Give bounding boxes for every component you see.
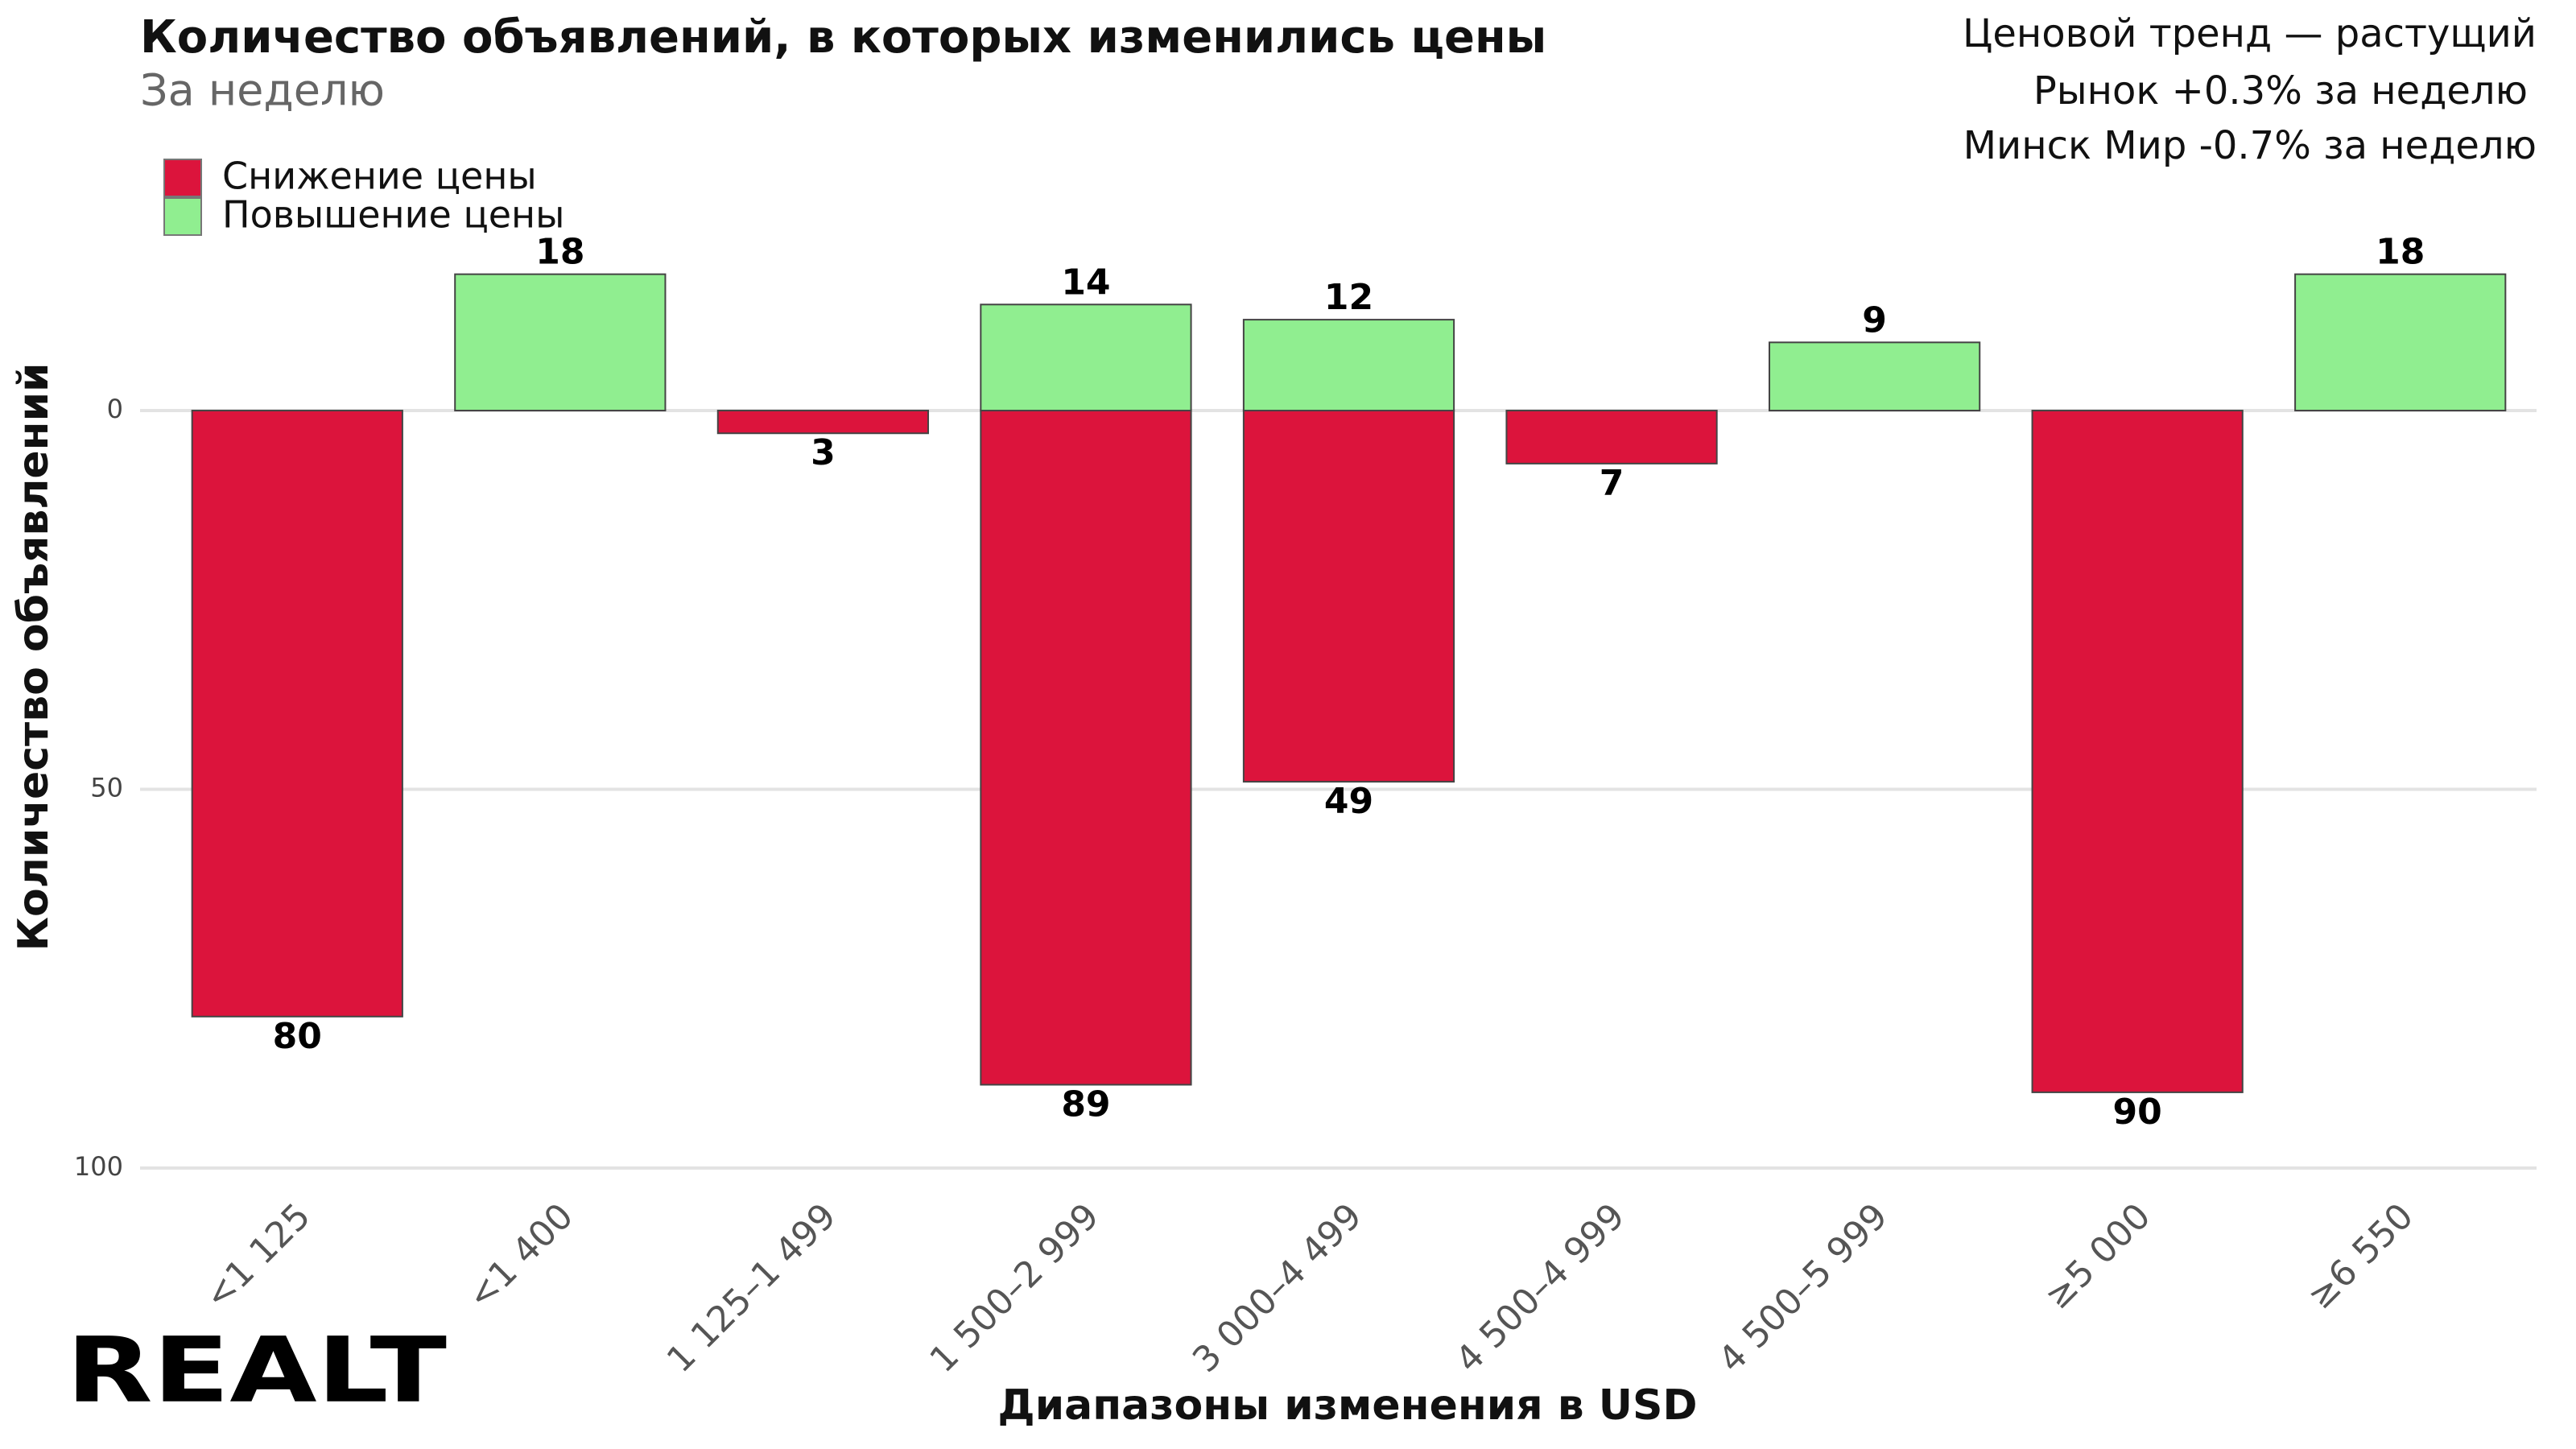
legend-label: Снижение цены xyxy=(222,155,537,198)
data-label: 12 xyxy=(1324,277,1373,318)
legend-label: Повышение цены xyxy=(222,193,564,237)
data-label: 18 xyxy=(535,232,584,273)
y-tick-label: 100 xyxy=(74,1151,123,1182)
bar xyxy=(980,410,1192,1086)
bar xyxy=(1505,410,1718,464)
bar xyxy=(1242,410,1455,783)
data-label: 9 xyxy=(1862,299,1887,341)
bar xyxy=(2031,410,2244,1093)
data-label: 89 xyxy=(1061,1084,1110,1125)
legend-swatch xyxy=(163,197,202,236)
x-axis-title: Диапазоны изменения в USD xyxy=(997,1381,1697,1430)
data-label: 7 xyxy=(1600,463,1624,504)
y-tick-label: 0 xyxy=(107,394,123,424)
annotation: Ценовой тренд — растущий xyxy=(1963,11,2537,56)
data-label: 49 xyxy=(1324,781,1373,822)
data-label: 90 xyxy=(2113,1092,2162,1133)
y-axis-title: Количество объявлений xyxy=(10,363,58,952)
bar xyxy=(2294,273,2507,412)
annotation: Рынок +0.3% за неделю xyxy=(2033,68,2528,114)
bar xyxy=(1768,341,1981,412)
bar xyxy=(191,410,403,1018)
legend-swatch xyxy=(163,159,202,197)
chart-title: Количество объявлений, в которых изменил… xyxy=(140,11,1546,64)
bar xyxy=(980,303,1192,412)
annotation: Минск Мир -0.7% за неделю xyxy=(1963,123,2537,168)
data-label: 80 xyxy=(273,1016,322,1057)
data-label: 14 xyxy=(1061,262,1110,303)
bar xyxy=(716,410,930,435)
bar xyxy=(454,273,667,412)
data-label: 3 xyxy=(811,432,836,473)
logo: REALT xyxy=(66,1319,447,1423)
data-label: 18 xyxy=(2376,232,2425,273)
chart-subtitle: За неделю xyxy=(140,65,385,116)
y-tick-label: 50 xyxy=(90,773,123,803)
bar xyxy=(1242,319,1455,412)
